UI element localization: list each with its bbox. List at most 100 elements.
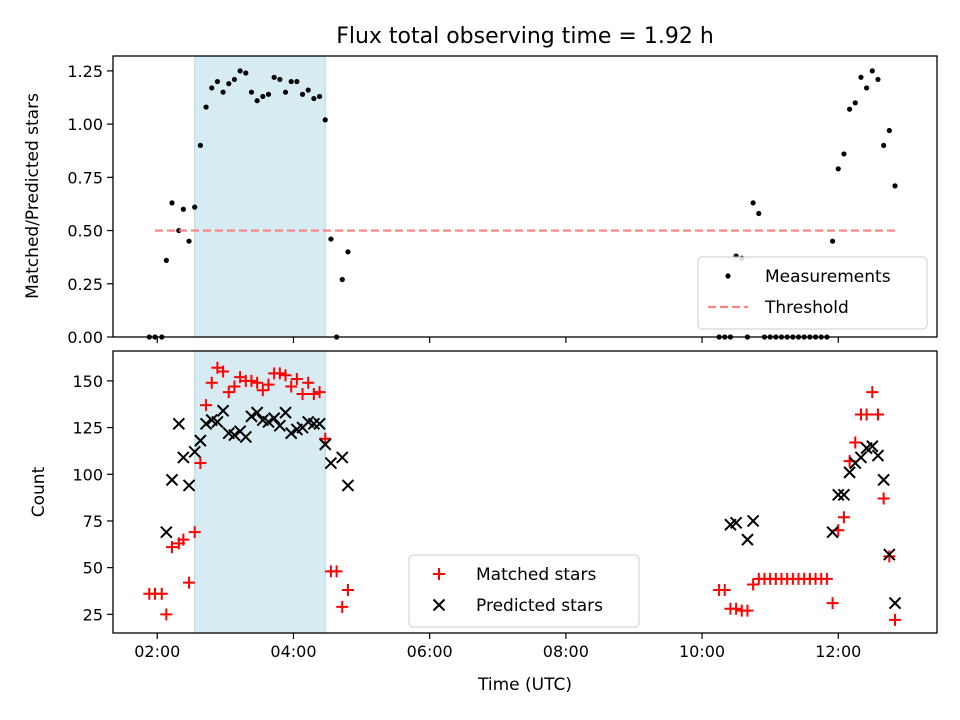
top-ticks-layer: 0.00 0.25 0.50 0.75 1.00 1.25 [67, 62, 839, 347]
y-tick-label: 0.25 [67, 275, 103, 294]
predicted-star-point [843, 466, 856, 479]
measurement-point [316, 93, 323, 100]
legend-label: Predicted stars [476, 596, 603, 616]
measurement-point [226, 81, 232, 87]
matched-star-point [183, 576, 196, 589]
predicted-star-point [188, 445, 201, 459]
matched-star-point [245, 374, 258, 387]
bottom-panel: 02:00 04:00 06:00 08:00 10:00 12:00 25 50 75 100 1… [29, 350, 938, 695]
predicted-star-point [837, 488, 851, 502]
legend-swatch-predicted [432, 598, 446, 612]
measurement-point [220, 89, 226, 95]
measurement-point [243, 70, 249, 76]
measurement-point [311, 95, 317, 102]
predicted-star-point [245, 410, 258, 423]
measurement-point [841, 151, 847, 157]
predicted-star-point [267, 412, 281, 425]
measurement-point [829, 238, 836, 244]
measurement-point [858, 74, 864, 80]
matched-star-point [860, 408, 873, 421]
predicted-star-point [341, 479, 355, 492]
matched-star-point [341, 584, 354, 597]
measurement-point [864, 85, 870, 91]
matched-star-point [228, 380, 241, 393]
predicted-star-point [826, 525, 839, 539]
measurement-point [271, 74, 277, 80]
matched-star-point [279, 369, 292, 382]
y-tick-label: 1.00 [67, 115, 103, 134]
y-tick-label: 50 [83, 559, 103, 578]
measurement-point [756, 210, 762, 217]
bottom-ticks-layer: 02:00 04:00 06:00 08:00 10:00 12:00 25 50 75 100 1… [72, 372, 861, 661]
measurement-point [169, 200, 175, 206]
chart-title: Flux total observing time = 1.92 h [336, 24, 714, 49]
matched-star-point [177, 533, 190, 546]
x-tick-label: 02:00 [134, 642, 180, 661]
x-tick-label: 08:00 [543, 642, 589, 661]
y-tick-label: 125 [72, 419, 103, 438]
predicted-star-point [729, 516, 743, 530]
y-tick-label: 0.50 [67, 222, 103, 241]
matched-star-point [188, 526, 201, 539]
measurement-point [260, 93, 266, 100]
legend-label: Threshold [764, 298, 849, 318]
measurement-point [282, 89, 289, 95]
predicted-star-point [746, 514, 760, 528]
measurement-point [881, 142, 887, 149]
top-y-axis-label: Matched/Predicted stars [23, 93, 43, 299]
bottom-axes-frame [112, 350, 938, 634]
matched-star-point [285, 380, 298, 393]
predicted-star-point [319, 438, 332, 451]
top-highlight-span-layer [194, 56, 326, 337]
matched-star-point [217, 365, 230, 378]
matched-star-point [837, 511, 850, 524]
top-legend: Measurements Threshold [697, 256, 928, 330]
predicted-star-point [199, 417, 213, 431]
predicted-star-point [262, 415, 275, 429]
measurement-point [294, 78, 300, 85]
x-tick-label: 04:00 [270, 642, 316, 661]
measurement-point [180, 206, 186, 212]
bottom-legend: Matched stars Predicted stars [408, 554, 640, 628]
predicted-star-point [182, 479, 196, 492]
y-tick-label: 1.25 [67, 62, 103, 81]
matched-star-point [877, 492, 890, 505]
matched-star-point [166, 541, 179, 554]
matched-star-point [747, 578, 760, 591]
top-panel: 0.00 0.25 0.50 0.75 1.00 1.25 Matched/Predict… [23, 55, 938, 347]
predicted-star-point [172, 417, 186, 431]
matched-star-point [256, 384, 269, 397]
x-tick-label: 10:00 [679, 642, 725, 661]
y-tick-label: 75 [83, 512, 103, 531]
measurement-point [339, 276, 345, 283]
measurement-point [203, 104, 209, 110]
measurement-point [237, 68, 243, 74]
matched-star-point [730, 602, 743, 615]
measurement-point [265, 91, 272, 97]
matched-star-point [273, 367, 286, 380]
measurement-point [345, 249, 351, 255]
measurement-point [322, 117, 328, 123]
measurement-point [192, 204, 198, 210]
measurement-point [197, 142, 203, 149]
matched-star-point [871, 408, 884, 421]
predicted-star-point [284, 426, 298, 440]
matched-star-point [336, 600, 349, 613]
matched-star-point [205, 376, 218, 389]
measurement-point [277, 76, 283, 83]
predicted-star-point [279, 406, 292, 419]
predicted-star-point [307, 417, 321, 431]
matched-star-point [194, 457, 207, 470]
measurement-point [875, 76, 881, 83]
measurement-point [231, 76, 238, 83]
predicted-star-point [741, 533, 754, 546]
predicted-star-point [194, 434, 207, 447]
measurement-point [176, 227, 182, 234]
predicted-star-point [883, 548, 896, 561]
x-tick-label: 06:00 [407, 642, 453, 661]
predicted-star-point [866, 440, 879, 453]
matched-star-point [330, 565, 343, 578]
legend-label: Measurements [765, 267, 891, 287]
matched-star-point [307, 387, 320, 400]
matched-star-point [883, 550, 896, 563]
